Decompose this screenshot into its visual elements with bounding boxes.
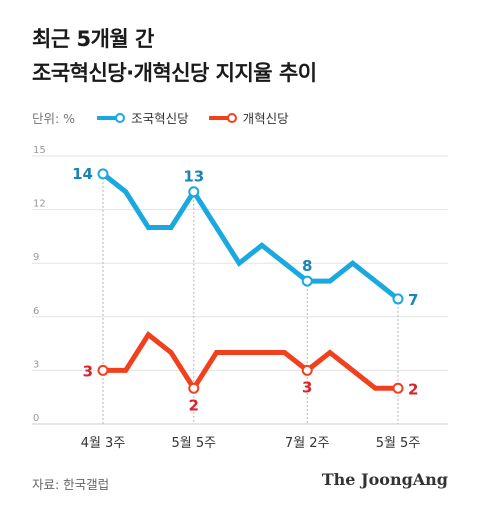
data-point xyxy=(301,275,313,287)
title-line-1: 최근 5개월 간 xyxy=(32,27,154,51)
y-tick-label: 9 xyxy=(33,252,39,263)
data-point xyxy=(97,364,109,376)
legend: 단위: % 조국혁신당 개혁신당 xyxy=(32,108,309,127)
legend-swatch-series-1 xyxy=(97,112,126,123)
legend-swatch-series-2 xyxy=(208,112,237,123)
series-line-1 xyxy=(101,171,400,301)
data-point xyxy=(301,364,313,376)
x-tick-label: 4월 3주 xyxy=(81,436,126,451)
legend-item-series-2: 개혁신당 xyxy=(208,108,289,127)
data-label: 3 xyxy=(83,362,93,380)
data-point xyxy=(392,293,404,305)
y-tick-label: 15 xyxy=(33,145,46,156)
y-tick-label: 0 xyxy=(33,413,39,424)
data-point xyxy=(392,382,404,394)
data-label: 14 xyxy=(72,165,93,183)
data-label: 7 xyxy=(408,291,418,309)
data-point xyxy=(97,168,109,180)
y-tick-label: 12 xyxy=(33,199,46,210)
line-chart: 0 3 6 9 12 15 4월 3주 5월 5주 7월 2주 5월 5주 14 13 8 7 3 2 3 2 xyxy=(32,145,448,451)
publisher-logo: The JoongAng xyxy=(321,470,448,489)
data-label: 8 xyxy=(302,257,312,275)
y-tick-label: 6 xyxy=(33,306,39,317)
data-point xyxy=(188,382,200,394)
x-tick-label: 5월 5주 xyxy=(376,436,421,451)
source-label: 자료: 한국갤럽 xyxy=(32,477,110,492)
legend-item-series-1: 조국혁신당 xyxy=(97,108,189,127)
legend-label-series-2: 개혁신당 xyxy=(242,111,289,126)
title-line-2: 조국혁신당·개혁신당 지지율 추이 xyxy=(32,61,317,85)
data-label: 2 xyxy=(408,380,418,398)
unit-label: 단위: % xyxy=(32,111,76,126)
series-line-2 xyxy=(103,330,398,393)
x-tick-label: 7월 2주 xyxy=(285,436,330,451)
data-label: 3 xyxy=(302,378,312,396)
x-tick-label: 5월 5주 xyxy=(171,436,216,451)
chart-title: 최근 5개월 간 조국혁신당·개혁신당 지지율 추이 xyxy=(32,22,317,90)
data-label: 13 xyxy=(183,168,204,186)
data-label: 2 xyxy=(189,396,199,414)
data-point xyxy=(188,186,200,198)
y-tick-label: 3 xyxy=(33,359,39,370)
legend-label-series-1: 조국혁신당 xyxy=(131,111,189,126)
